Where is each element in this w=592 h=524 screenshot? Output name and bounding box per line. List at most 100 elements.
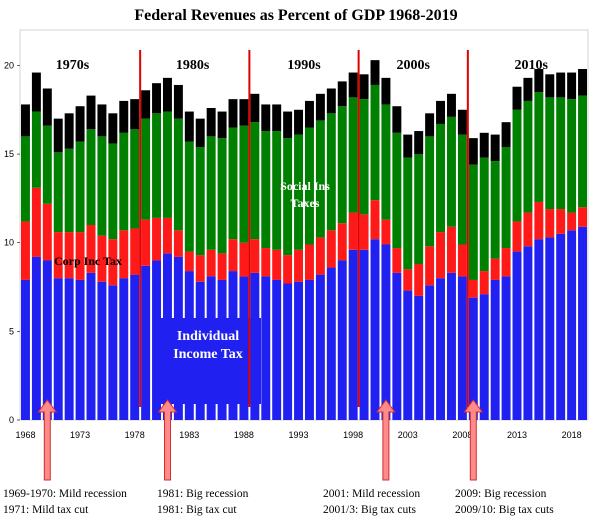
bar-1973-series-0	[75, 279, 85, 420]
bar-2017-series-2	[556, 97, 566, 210]
y-tick-label: 0	[9, 415, 14, 425]
bar-1991-series-1	[272, 249, 282, 280]
bar-1981-series-3	[162, 77, 172, 112]
bar-1968-series-0	[20, 279, 30, 420]
bar-1994-series-2	[304, 127, 314, 245]
bar-2006-series-1	[436, 232, 446, 279]
bar-1970-series-1	[42, 203, 52, 261]
bar-2014-series-0	[523, 246, 533, 420]
note-2001: 2001: Mild recession 2001/3: Big tax cut…	[323, 486, 420, 518]
bar-1996-series-3	[326, 88, 336, 114]
bar-1983-series-1	[184, 251, 194, 272]
bar-2007-series-1	[446, 226, 456, 273]
bar-1972-series-3	[64, 113, 74, 149]
bar-1997-series-1	[337, 223, 347, 261]
x-tick-label: 2003	[398, 430, 418, 440]
bar-1983-series-2	[184, 141, 194, 252]
bar-1993-series-2	[294, 134, 304, 250]
bar-1992-series-3	[283, 111, 293, 139]
bar-1992-series-2	[283, 138, 293, 256]
bar-2015-series-3	[534, 69, 544, 93]
bar-1978-series-3	[130, 99, 140, 130]
bar-2004-series-1	[414, 264, 424, 296]
bar-1969-series-3	[31, 72, 41, 112]
bar-1975-series-3	[97, 104, 107, 137]
bar-1988-series-3	[239, 99, 249, 126]
bar-1973-series-2	[75, 141, 85, 233]
note-line: 1981: Big tax cut	[157, 504, 237, 516]
note-line: 2001: Mild recession	[323, 488, 421, 500]
bar-2019-series-2	[578, 95, 588, 208]
bar-2006-series-2	[436, 123, 446, 233]
social-ins-label: Social Ins	[280, 179, 330, 193]
x-tick-label: 2018	[562, 430, 582, 440]
bar-1993-series-0	[294, 281, 304, 420]
bar-1989-series-1	[250, 239, 260, 273]
bar-2011-series-2	[490, 161, 500, 259]
bar-1996-series-0	[326, 267, 336, 420]
bar-1988-series-2	[239, 125, 249, 243]
bar-1970-series-0	[42, 260, 52, 420]
bar-1970-series-3	[42, 88, 52, 126]
bar-1984-series-1	[195, 255, 205, 282]
bar-2008-series-1	[457, 244, 467, 277]
chart-title: Federal Revenues as Percent of GDP 1968-…	[134, 7, 457, 24]
bar-2019-series-1	[578, 207, 588, 227]
bar-1999-series-3	[359, 74, 369, 100]
bar-1998-series-1	[348, 212, 358, 250]
bar-2018-series-3	[567, 72, 577, 100]
bar-1980-series-2	[152, 113, 162, 218]
note-1981: 1981: Big recession 1981: Big tax cut	[157, 486, 248, 518]
bar-1993-series-3	[294, 109, 304, 135]
bar-1998-series-0	[348, 249, 358, 420]
bar-1978-series-2	[130, 129, 140, 229]
bar-2010-series-2	[479, 157, 489, 272]
bar-1978-series-1	[130, 228, 140, 275]
bar-1993-series-1	[294, 249, 304, 282]
bar-1979-series-0	[141, 265, 151, 420]
bar-2004-series-0	[414, 295, 424, 420]
bar-2009-series-3	[468, 138, 478, 165]
bar-1995-series-1	[315, 237, 325, 275]
bar-1976-series-3	[108, 113, 118, 144]
bar-1987-series-3	[228, 99, 238, 128]
bar-1976-series-2	[108, 143, 118, 240]
bar-1978-series-0	[130, 274, 140, 420]
bar-1968-series-2	[20, 136, 30, 222]
bar-1990-series-0	[261, 276, 271, 420]
bar-1995-series-3	[315, 93, 325, 121]
bar-2016-series-1	[545, 209, 555, 238]
bar-2010-series-3	[479, 132, 489, 158]
bar-2018-series-1	[567, 212, 577, 231]
bar-1995-series-0	[315, 274, 325, 420]
bar-2013-series-1	[512, 221, 522, 252]
x-tick-label: 1998	[343, 430, 363, 440]
bar-1976-series-1	[108, 239, 118, 286]
bar-2016-series-3	[545, 74, 555, 98]
x-tick-label: 1988	[234, 430, 254, 440]
bar-1996-series-2	[326, 113, 336, 231]
bar-1971-series-1	[53, 232, 63, 279]
bar-1984-series-2	[195, 147, 205, 256]
bar-2011-series-3	[490, 134, 500, 162]
bar-1987-series-1	[228, 239, 238, 272]
event-arrow	[375, 399, 396, 481]
bar-2002-series-2	[392, 132, 402, 249]
event-arrow	[157, 399, 178, 481]
bar-2018-series-0	[567, 230, 577, 420]
bar-1971-series-0	[53, 278, 63, 420]
x-tick-label: 1978	[125, 430, 145, 440]
bar-2004-series-3	[414, 131, 424, 155]
x-tick-label: 1973	[70, 430, 90, 440]
bar-2015-series-2	[534, 92, 544, 202]
bar-2016-series-0	[545, 237, 555, 420]
note-line: 1969-1970: Mild recession	[3, 488, 127, 500]
bar-1994-series-1	[304, 244, 314, 280]
bar-1986-series-3	[217, 111, 227, 139]
bar-1991-series-2	[272, 131, 282, 250]
bar-1974-series-2	[86, 129, 96, 225]
event-arrow	[463, 399, 484, 481]
bar-2011-series-0	[490, 279, 500, 420]
bar-2011-series-1	[490, 258, 500, 280]
